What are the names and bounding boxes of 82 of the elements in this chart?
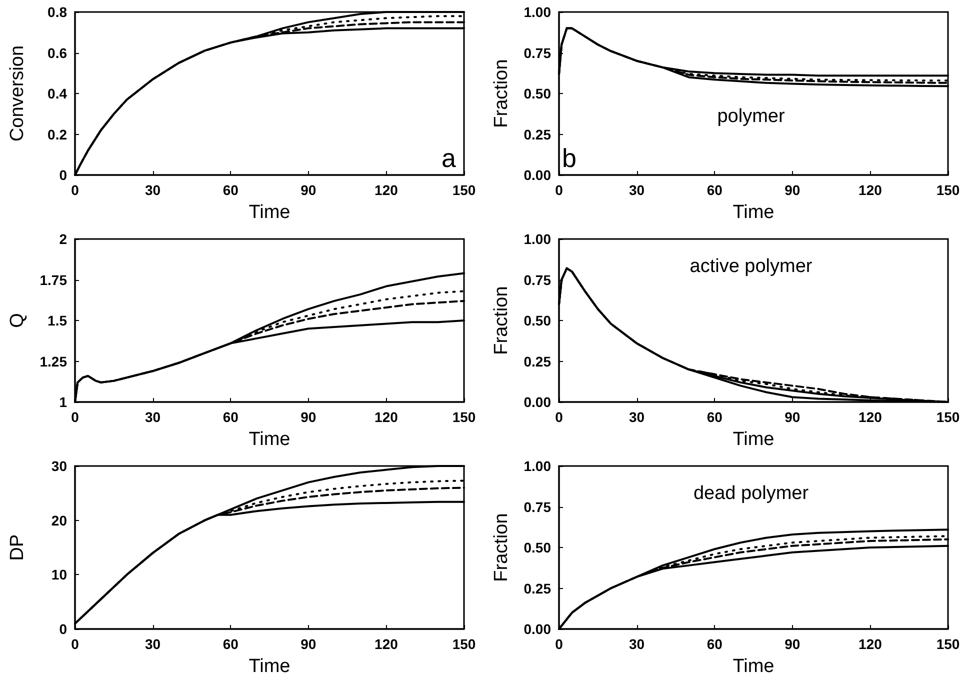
x-tick-label: 120 xyxy=(858,409,882,425)
x-tick-label: 120 xyxy=(374,409,398,425)
y-axis-title: Q xyxy=(7,313,28,328)
x-axis-title: Time xyxy=(732,202,774,223)
y-tick-label: 0.25 xyxy=(524,580,552,596)
annotation: a xyxy=(442,143,457,173)
x-tick-label: 90 xyxy=(300,409,316,425)
y-tick-label: 0.50 xyxy=(524,540,552,556)
y-tick-label: 0 xyxy=(59,167,68,183)
x-axis-title: Time xyxy=(248,656,290,677)
y-axis-title: DP xyxy=(7,534,28,561)
x-tick-label: 0 xyxy=(555,636,564,652)
x-tick-label: 30 xyxy=(145,409,161,425)
annotation: polymer xyxy=(717,106,786,127)
y-axis-title: Conversion xyxy=(7,45,28,142)
y-tick-label: 0.50 xyxy=(524,312,552,328)
y-axis-title: Fraction xyxy=(491,286,512,355)
x-tick-label: 120 xyxy=(374,636,398,652)
y-axis-title: Fraction xyxy=(491,513,512,582)
y-tick-label: 1.5 xyxy=(48,312,68,328)
y-tick-label: 0.50 xyxy=(524,86,552,102)
x-tick-label: 30 xyxy=(145,636,161,652)
x-tick-label: 0 xyxy=(71,409,80,425)
y-tick-label: 1.00 xyxy=(524,231,552,247)
x-axis-title: Time xyxy=(732,656,774,677)
y-tick-label: 1 xyxy=(59,394,68,410)
x-tick-label: 30 xyxy=(629,182,645,198)
x-tick-label: 150 xyxy=(452,636,476,652)
x-tick-label: 0 xyxy=(71,182,80,198)
x-tick-label: 30 xyxy=(629,636,645,652)
x-tick-label: 150 xyxy=(936,636,960,652)
y-tick-label: 30 xyxy=(51,458,68,474)
y-tick-label: 0 xyxy=(59,621,68,637)
y-tick-label: 0.8 xyxy=(48,4,68,20)
x-tick-label: 150 xyxy=(452,409,476,425)
y-tick-label: 1.00 xyxy=(524,458,552,474)
y-tick-label: 0.4 xyxy=(48,86,68,102)
y-tick-label: 0.75 xyxy=(524,44,552,61)
x-tick-label: 30 xyxy=(145,182,161,198)
y-tick-label: 20 xyxy=(51,512,68,528)
x-tick-label: 60 xyxy=(222,409,239,425)
x-tick-label: 90 xyxy=(300,182,316,198)
x-tick-label: 60 xyxy=(222,636,239,652)
x-tick-label: 90 xyxy=(784,409,800,425)
x-tick-label: 60 xyxy=(222,182,239,198)
x-axis-title: Time xyxy=(732,429,774,450)
x-tick-label: 0 xyxy=(555,409,564,425)
x-axis-title: Time xyxy=(248,202,290,223)
y-tick-label: 0.00 xyxy=(524,394,552,410)
x-tick-label: 120 xyxy=(858,182,882,198)
y-tick-label: 0.6 xyxy=(48,44,68,61)
y-tick-label: 0.75 xyxy=(524,272,552,288)
x-tick-label: 90 xyxy=(784,636,800,652)
y-tick-label: 0.75 xyxy=(524,498,552,515)
y-tick-label: 1.00 xyxy=(524,4,552,20)
x-tick-label: 150 xyxy=(936,182,960,198)
x-tick-label: 60 xyxy=(706,182,723,198)
y-tick-label: 0.00 xyxy=(524,621,552,637)
x-tick-label: 120 xyxy=(374,182,398,198)
x-tick-label: 0 xyxy=(555,182,564,198)
annotation: b xyxy=(562,143,576,173)
y-tick-label: 1.25 xyxy=(40,353,68,370)
x-tick-label: 60 xyxy=(706,409,723,425)
x-tick-label: 90 xyxy=(300,636,316,652)
x-axis-title: Time xyxy=(248,429,290,450)
y-axis-title: Fraction xyxy=(491,59,512,128)
x-tick-label: 150 xyxy=(936,409,960,425)
x-tick-label: 0 xyxy=(71,636,80,652)
x-tick-label: 60 xyxy=(706,636,723,652)
y-tick-label: 0.25 xyxy=(524,126,552,142)
y-tick-label: 2 xyxy=(59,231,68,247)
y-tick-label: 0.25 xyxy=(524,353,552,370)
annotation: dead polymer xyxy=(693,483,810,504)
x-tick-label: 150 xyxy=(452,182,476,198)
y-tick-label: 0.2 xyxy=(48,126,68,142)
x-tick-label: 120 xyxy=(858,636,882,652)
y-tick-label: 1.75 xyxy=(40,272,68,288)
x-tick-label: 90 xyxy=(784,182,800,198)
annotation: active polymer xyxy=(690,256,813,277)
y-tick-label: 10 xyxy=(51,566,68,583)
x-tick-label: 30 xyxy=(629,409,645,425)
y-tick-label: 0.00 xyxy=(524,167,552,183)
